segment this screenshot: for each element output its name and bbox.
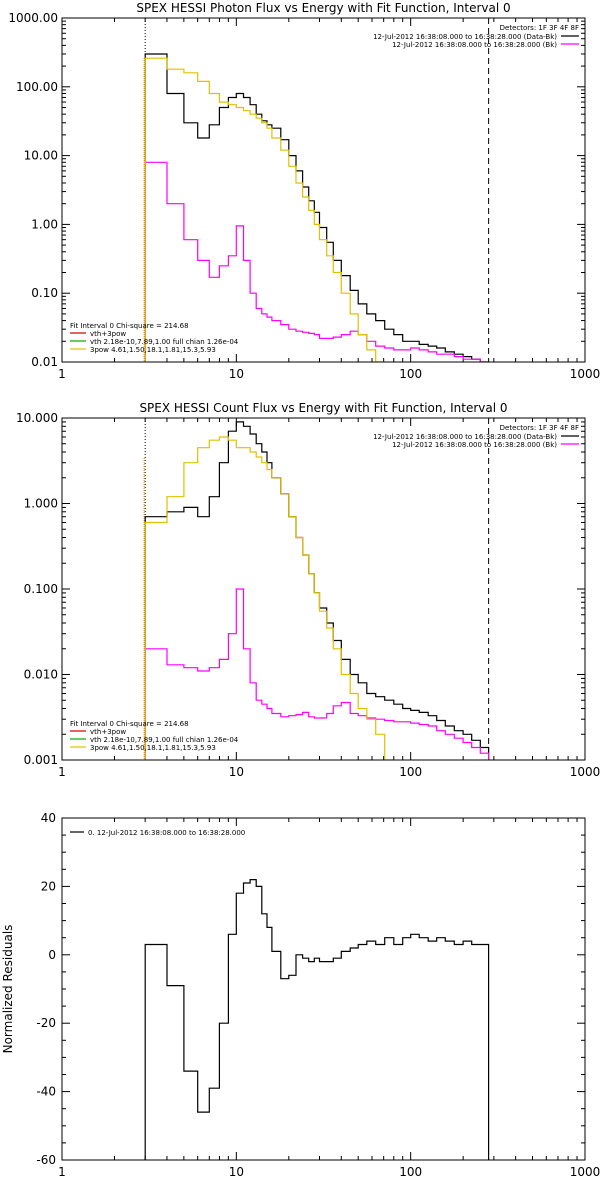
x-tick-label: 10 xyxy=(229,1165,244,1179)
y-tick-label: 1.000 xyxy=(24,497,58,511)
series-bk xyxy=(144,161,489,362)
y-tick-label: 1000.00 xyxy=(8,11,58,25)
y-axis-label: Normalized Residuals xyxy=(1,925,15,1054)
legend-detectors: Detectors: 1F 3F 4F 8F xyxy=(500,424,579,432)
y-tick-label: 10.000 xyxy=(16,411,58,425)
legend-fit-text: vth 2.18e-10,7.89,1.00 full chian 1.26e-… xyxy=(90,338,239,346)
chart-title: SPEX HESSI Count Flux vs Energy with Fit… xyxy=(139,401,507,415)
x-tick-label: 1000 xyxy=(570,1165,600,1179)
legend-detectors: Detectors: 1F 3F 4F 8F xyxy=(500,24,579,32)
y-tick-label: -60 xyxy=(36,1153,56,1167)
plot-frame xyxy=(61,17,586,363)
series-bk xyxy=(144,588,490,760)
y-tick-label: -40 xyxy=(36,1085,56,1099)
x-tick-label: 100 xyxy=(399,765,422,779)
series-group xyxy=(144,421,490,760)
x-tick-label: 10 xyxy=(229,367,244,381)
y-tick-label: -20 xyxy=(36,1016,56,1030)
legend-text: 0. 12-Jul-2012 16:38:08.000 to 16:38:28.… xyxy=(88,829,245,837)
x-tick-label: 1000 xyxy=(570,765,600,779)
legend-entry-text: 12-Jul-2012 16:38:08.000 to 16:38:28.000… xyxy=(392,41,557,49)
y-tick-label: 40 xyxy=(41,811,56,825)
chart-title: SPEX HESSI Photon Flux vs Energy with Fi… xyxy=(136,1,510,15)
y-tick-label: 0.01 xyxy=(31,355,58,369)
plot-frame xyxy=(61,817,586,1161)
series-data-bk xyxy=(144,53,489,362)
legend-fit-header: Fit Interval 0 Chi-square = 214.68 xyxy=(70,322,189,330)
x-tick-label: 1000 xyxy=(570,367,600,381)
x-tick-label: 10 xyxy=(229,765,244,779)
y-tick-label: 100.00 xyxy=(16,80,58,94)
chart-panel-2: 1 10 100 1000 -60 -40 -20 0 20 40 Normalized Resid… xyxy=(1,811,600,1179)
series-group xyxy=(144,53,489,362)
y-tick-label: 1.00 xyxy=(31,217,58,231)
x-tick-label: 100 xyxy=(399,367,422,381)
y-tick-label: 0.10 xyxy=(31,286,58,300)
y-tick-label: 0.100 xyxy=(24,582,58,596)
plot-frame xyxy=(61,417,586,761)
chart-panel-0: SPEX HESSI Photon Flux vs Energy with Fi… xyxy=(8,1,600,381)
series-data-bk xyxy=(144,421,490,760)
y-tick-label: 20 xyxy=(41,879,56,893)
series-3pow xyxy=(144,436,394,760)
x-tick-label: 1 xyxy=(58,1165,66,1179)
legend-fit-text: vth+3pow xyxy=(90,330,126,338)
y-tick-label: 0.001 xyxy=(24,753,58,767)
y-tick-label: 0.010 xyxy=(24,668,58,682)
x-tick-label: 1 xyxy=(58,765,66,779)
legend-fit-text: 3pow 4.61,1.50,18.1,1.81,15.3,5.93 xyxy=(90,744,216,752)
legend-entry-text: 12-Jul-2012 16:38:08.000 to 16:38:28.000… xyxy=(392,441,557,449)
legend-fit-header: Fit Interval 0 Chi-square = 214.68 xyxy=(70,720,189,728)
chart-panel-1: SPEX HESSI Count Flux vs Energy with Fit… xyxy=(16,401,600,779)
legend-fit-text: vth 2.18e-10,7.89,1.00 full chian 1.26e-… xyxy=(90,736,239,744)
x-tick-label: 100 xyxy=(399,1165,422,1179)
y-tick-label: 0 xyxy=(48,948,56,962)
y-tick-label: 10.00 xyxy=(24,149,58,163)
legend-fit-text: 3pow 4.61,1.50,18.1,1.81,15.3,5.93 xyxy=(90,346,216,354)
series-group xyxy=(144,879,490,1160)
series-3pow xyxy=(144,57,385,362)
legend-fit-text: vth+3pow xyxy=(90,728,126,736)
legend-entry-text: 12-Jul-2012 16:38:08.000 to 16:38:28.000… xyxy=(373,433,557,441)
legend-entry-text: 12-Jul-2012 16:38:08.000 to 16:38:28.000… xyxy=(373,33,557,41)
x-tick-label: 1 xyxy=(58,367,66,381)
series-0-12-jul-2012-16-38-08-000-to-16-38-28-000 xyxy=(144,879,490,1160)
